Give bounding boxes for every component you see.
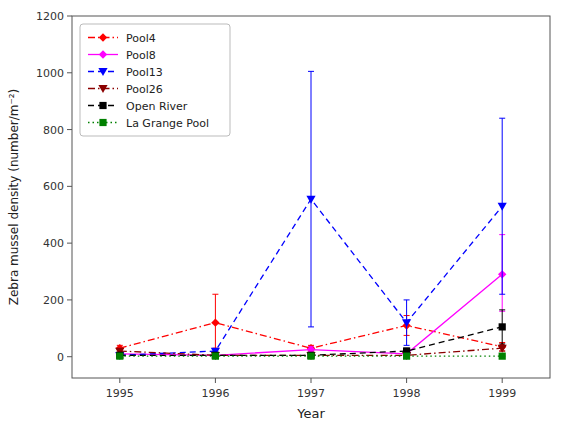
plot-frame <box>72 16 550 378</box>
y-tick-label: 1200 <box>36 10 64 23</box>
data-point <box>116 352 123 359</box>
data-point <box>115 352 124 360</box>
x-tick-label: 1996 <box>201 387 229 400</box>
y-tick-label: 200 <box>43 294 64 307</box>
x-tick-label: 1999 <box>488 387 516 400</box>
chart: 0 200 400 600 800 1000 1200 1995 1996 1997 1998 199… <box>0 0 566 430</box>
data-point <box>307 352 314 359</box>
y-tick-label: 800 <box>43 124 64 137</box>
data-point <box>211 318 219 326</box>
data-point <box>498 345 507 353</box>
y-tick <box>67 129 72 130</box>
y-tick-label: 0 <box>57 351 64 364</box>
x-tick-label: 1997 <box>297 387 325 400</box>
data-point <box>403 353 410 360</box>
legend-marker <box>99 50 107 58</box>
legend-marker <box>99 119 106 126</box>
legend-marker <box>98 68 107 76</box>
legend-marker <box>98 85 107 93</box>
data-point <box>402 352 411 360</box>
y-tick <box>67 356 72 357</box>
data-point <box>499 323 506 330</box>
x-tick <box>215 378 216 383</box>
data-point <box>499 353 506 360</box>
y-tick-label: 600 <box>43 180 64 193</box>
legend-label: Pool26 <box>126 83 163 96</box>
legend-label: Pool8 <box>126 49 156 62</box>
data-point <box>211 351 219 359</box>
legend-label: Open River <box>126 100 188 113</box>
series-line <box>120 327 502 355</box>
y-tick-label: 1000 <box>36 67 64 80</box>
data-point <box>211 352 220 360</box>
legend-label: Pool13 <box>126 66 163 79</box>
x-tick <box>311 378 312 383</box>
legend-marker <box>99 102 106 109</box>
legend-label: La Grange Pool <box>126 117 209 130</box>
x-tick <box>502 378 503 383</box>
legend-marker <box>99 33 107 41</box>
legend-label: Pool4 <box>126 32 156 45</box>
y-tick <box>67 16 72 17</box>
legend: Pool4 Pool8 Pool13 Pool26 Open River La Grang… <box>80 24 230 136</box>
x-tick-label: 1998 <box>393 387 421 400</box>
data-point <box>498 203 507 211</box>
x-tick-label: 1995 <box>106 387 134 400</box>
y-tick <box>67 299 72 300</box>
data-point <box>307 353 314 360</box>
x-tick <box>406 378 407 383</box>
data-point <box>402 319 411 327</box>
error-bar <box>499 310 505 344</box>
y-tick-label: 400 <box>43 237 64 250</box>
data-point <box>306 196 315 204</box>
y-tick <box>67 243 72 244</box>
data-point <box>212 353 219 360</box>
data-point <box>212 352 219 359</box>
y-axis-label: Zebra mussel density (number/m⁻²) <box>7 89 21 306</box>
x-axis-label: Year <box>296 406 325 421</box>
plot-background <box>72 16 550 378</box>
legend-box <box>80 24 230 136</box>
y-tick <box>67 186 72 187</box>
data-point <box>306 352 315 360</box>
y-tick <box>67 72 72 73</box>
x-tick <box>119 378 120 383</box>
data-point <box>116 353 123 360</box>
